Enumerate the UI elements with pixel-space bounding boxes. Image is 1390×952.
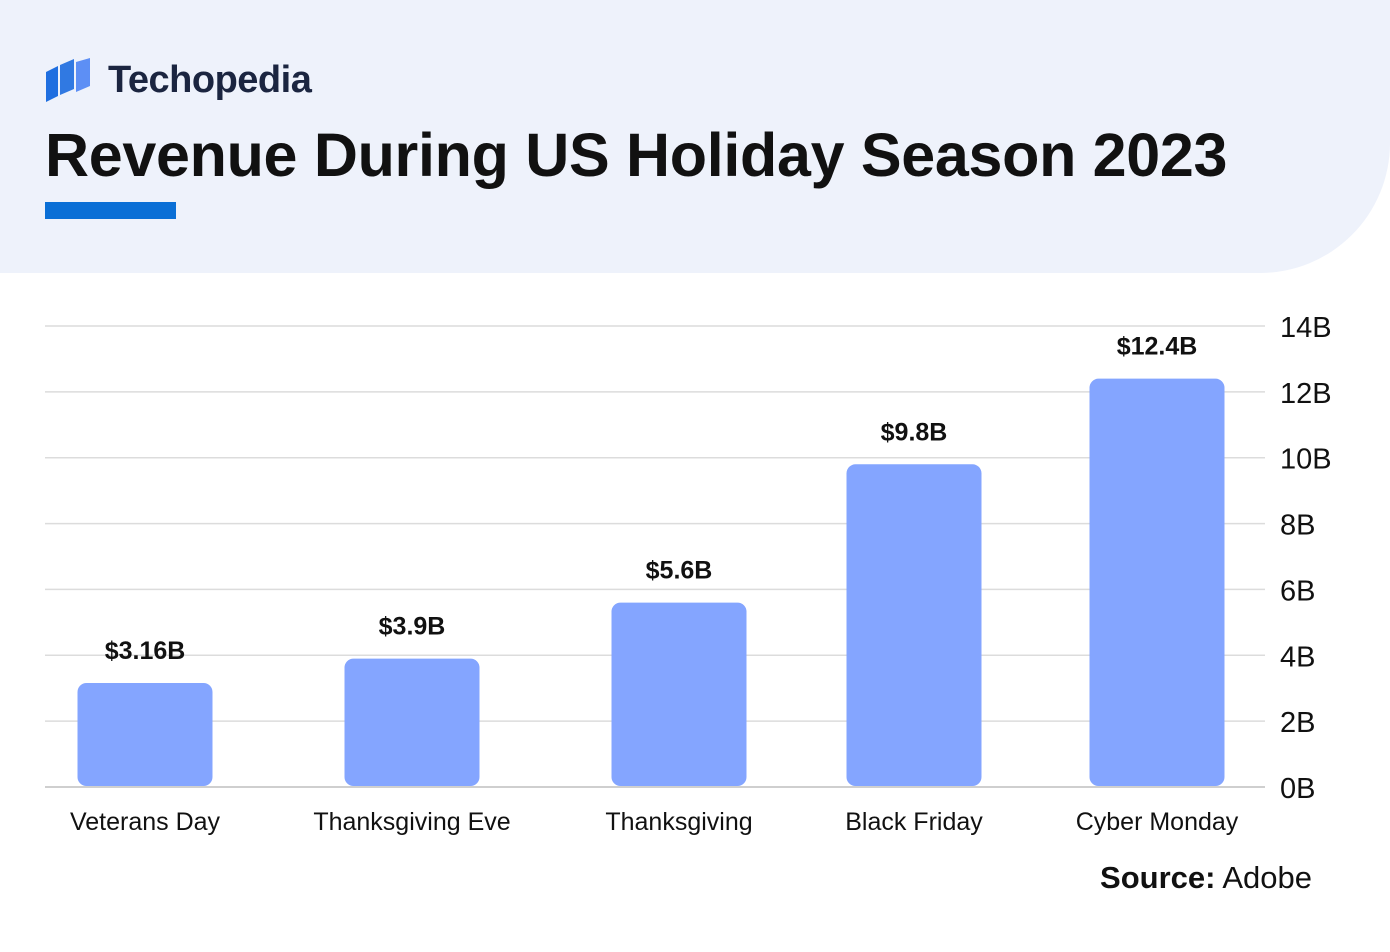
bar [77, 682, 213, 786]
x-tick-label: Thanksgiving Eve [313, 808, 510, 836]
bar [611, 602, 747, 786]
techopedia-logo-icon [46, 58, 90, 102]
source-note: Source: Adobe [1100, 860, 1312, 896]
brand: Techopedia [44, 55, 312, 105]
brand-name: Techopedia [108, 58, 312, 101]
y-tick-label: 10B [1280, 444, 1332, 476]
x-tick-label: Cyber Monday [1076, 808, 1239, 836]
x-tick-label: Veterans Day [70, 808, 221, 836]
header-band [0, 0, 1390, 273]
x-tick-label: Thanksgiving [605, 808, 752, 836]
x-axis-tick-labels: Veterans Day Thanksgiving Eve Thanksgiving… [70, 808, 1239, 836]
page-title: Revenue During US Holiday Season 2023 [45, 121, 1228, 189]
y-tick-label: 4B [1280, 641, 1315, 673]
data-label: $3.9B [379, 613, 446, 641]
bars [77, 378, 1225, 786]
data-labels: $3.16B $3.9B $5.6B $9.8B $12.4B [105, 333, 1198, 665]
data-label: $5.6B [646, 557, 713, 585]
y-tick-label: 8B [1280, 510, 1315, 542]
data-label: $3.16B [105, 637, 186, 665]
y-tick-label: 6B [1280, 575, 1315, 607]
bar [344, 658, 480, 786]
y-axis-tick-labels: 0B 2B 4B 6B 8B 10B 12B 14B [1280, 312, 1332, 805]
source-value: Adobe [1222, 860, 1312, 895]
source-label: Source: [1100, 860, 1216, 895]
y-tick-label: 12B [1280, 378, 1332, 410]
data-label: $12.4B [1117, 333, 1198, 361]
y-tick-label: 2B [1280, 707, 1315, 739]
bar [1089, 378, 1225, 786]
x-tick-label: Black Friday [845, 808, 983, 836]
title-underline [45, 202, 176, 219]
bar [846, 464, 982, 786]
data-label: $9.8B [881, 418, 948, 446]
y-tick-label: 0B [1280, 773, 1315, 805]
y-tick-label: 14B [1280, 312, 1332, 344]
